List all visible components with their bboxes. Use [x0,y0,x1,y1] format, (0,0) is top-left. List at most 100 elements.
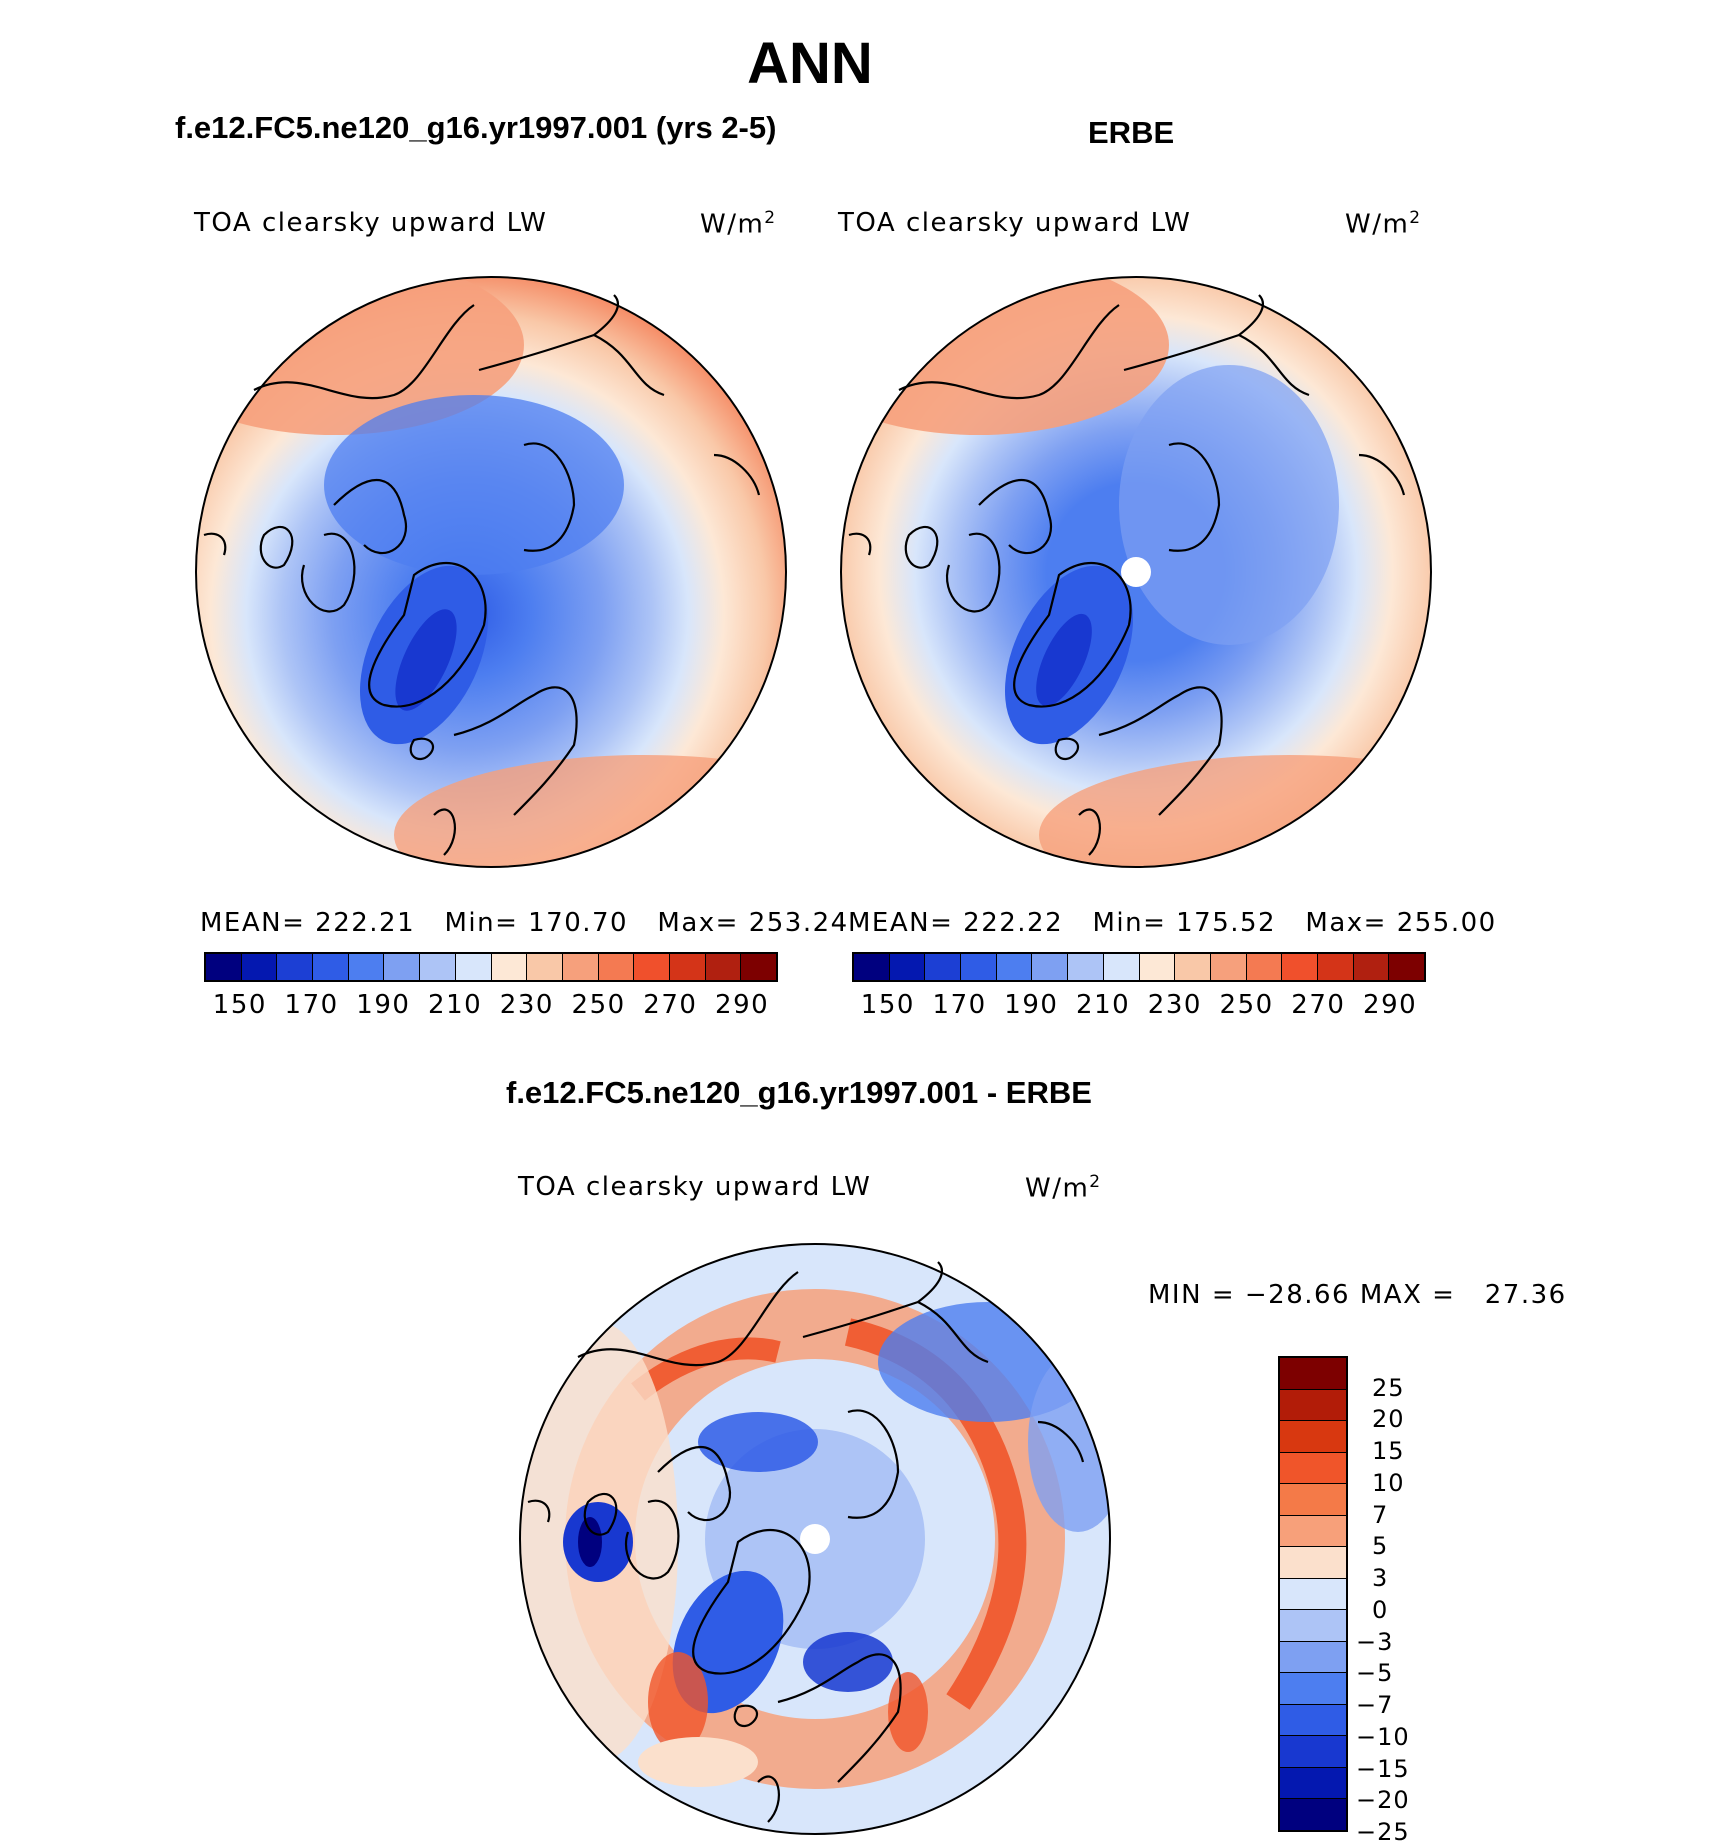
stats-obs: MEAN= 222.22 Min= 175.52 Max= 255.00 [848,908,1497,938]
colorbar-ticks-model: 150 170 190 210 230 250 270 290 [204,990,778,1020]
colorbar-swatch [705,954,742,980]
colorbar-swatch [313,954,349,980]
main-title: ANN [747,31,873,96]
panel-title-obs: ERBE [1088,115,1175,150]
colorbar-diff [1278,1356,1348,1832]
colorbar-swatch [1280,1515,1346,1548]
colorbar-swatch [1210,954,1247,980]
colorbar-swatch [1282,954,1318,980]
colorbar-swatch [1280,1547,1346,1579]
colorbar-swatch [1280,1389,1346,1422]
colorbar-swatch [1175,954,1211,980]
colorbar-tick-label: 170 [284,990,339,1020]
polar-map-obs [840,276,1432,868]
colorbar-tick-label: 0 [1372,1595,1389,1624]
colorbar-tick-label: −10 [1356,1722,1410,1751]
colorbar-tick-label: 5 [1372,1532,1389,1561]
stats-model: MEAN= 222.21 Min= 170.70 Max= 253.24 [200,908,849,938]
variable-label-model: TOA clearsky upward LW [194,208,548,238]
colorbar-tick-label: −15 [1356,1754,1410,1783]
colorbar-swatch [598,954,635,980]
colorbar-tick-label: −7 [1356,1691,1394,1720]
colorbar-swatch [1280,1484,1346,1516]
units-label-model: W/m2 [700,208,777,240]
panel-title-model: f.e12.FC5.ne120_g16.yr1997.001 (yrs 2-5) [175,110,777,145]
colorbar-swatch [1280,1736,1346,1768]
colorbar-swatch [741,954,776,980]
minmax-diff: MIN = −28.66 MAX = 27.36 [1148,1280,1567,1310]
colorbar-swatch [455,954,492,980]
variable-label-diff: TOA clearsky upward LW [518,1172,872,1202]
colorbar-swatch [562,954,599,980]
colorbar-swatch [1139,954,1176,980]
colorbar-tick-label: 10 [1372,1468,1405,1497]
colorbar-tick-label: 150 [212,990,267,1020]
colorbar-swatch [889,954,926,980]
colorbar-tick-label: −20 [1356,1786,1410,1815]
colorbar-model [204,952,778,982]
colorbar-tick-label: 290 [1363,990,1418,1020]
colorbar-swatch [996,954,1033,980]
colorbar-obs [852,952,1426,982]
colorbar-ticks-diff: 25 20 15 10 7 5 3 0 −3 −5 −7 −10 −15 −20 −25 [1356,1356,1482,1846]
colorbar-swatch [1246,954,1283,980]
colorbar-swatch [1280,1358,1346,1390]
colorbar-swatch [1032,954,1069,980]
coastlines-model [203,294,761,856]
colorbar-ticks-obs: 150 170 190 210 230 250 270 290 [852,990,1426,1020]
colorbar-swatch [925,954,962,980]
coastlines-diff [527,1261,1085,1823]
colorbar-swatch [241,954,278,980]
colorbar-tick-label: −25 [1356,1818,1410,1846]
panel-title-diff: f.e12.FC5.ne120_g16.yr1997.001 - ERBE [506,1075,1092,1110]
colorbar-tick-label: −5 [1356,1659,1394,1688]
colorbar-tick-label: 15 [1372,1437,1405,1466]
colorbar-tick-label: 150 [860,990,915,1020]
colorbar-swatch [669,954,706,980]
colorbar-swatch [961,954,997,980]
colorbar-tick-label: 25 [1372,1373,1405,1402]
colorbar-tick-label: 270 [1291,990,1346,1020]
polar-map-diff [519,1243,1111,1835]
colorbar-swatch [1280,1610,1346,1642]
units-label-diff: W/m2 [1025,1172,1102,1204]
colorbar-tick-label: 190 [356,990,411,1020]
colorbar-tick-label: 290 [715,990,770,1020]
colorbar-tick-label: 190 [1004,990,1059,1020]
colorbar-swatch [634,954,670,980]
colorbar-swatch [1280,1673,1346,1705]
colorbar-swatch [527,954,563,980]
polar-map-model [195,276,787,868]
colorbar-tick-label: 250 [1219,990,1274,1020]
colorbar-tick-label: 7 [1372,1500,1389,1529]
colorbar-swatch [206,954,242,980]
colorbar-swatch [420,954,456,980]
colorbar-swatch [348,954,385,980]
colorbar-swatch [1389,954,1424,980]
colorbar-tick-label: 3 [1372,1564,1389,1593]
colorbar-swatch [1317,954,1354,980]
colorbar-swatch [491,954,528,980]
colorbar-tick-label: 210 [428,990,483,1020]
colorbar-tick-label: 250 [571,990,626,1020]
colorbar-swatch [277,954,314,980]
colorbar-swatch [854,954,890,980]
colorbar-tick-label: 230 [1147,990,1202,1020]
colorbar-swatch [1280,1704,1346,1737]
units-label-obs: W/m2 [1345,208,1422,240]
colorbar-swatch [1353,954,1390,980]
colorbar-swatch [1280,1452,1346,1485]
colorbar-swatch [1280,1421,1346,1453]
colorbar-tick-label: 270 [643,990,698,1020]
colorbar-swatch [1280,1799,1346,1830]
colorbar-swatch [1280,1578,1346,1611]
colorbar-swatch [1068,954,1104,980]
colorbar-swatch [1280,1767,1346,1800]
colorbar-tick-label: 170 [932,990,987,1020]
colorbar-tick-label: 20 [1372,1405,1405,1434]
colorbar-swatch [384,954,421,980]
colorbar-tick-label: −3 [1356,1627,1394,1656]
colorbar-swatch [1103,954,1140,980]
colorbar-tick-label: 230 [499,990,554,1020]
coastlines-obs [848,294,1406,856]
